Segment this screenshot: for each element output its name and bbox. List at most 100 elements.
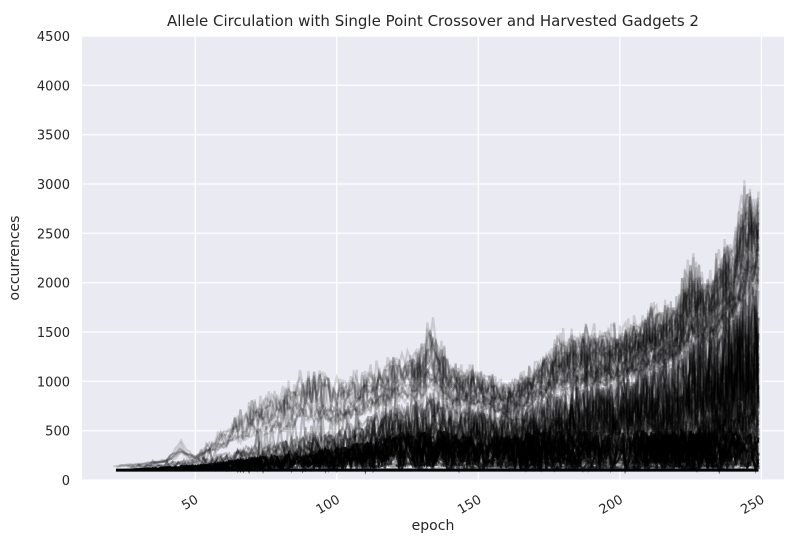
x-tick-label: 200 [597, 492, 626, 517]
series-line [327, 432, 395, 474]
y-tick-label: 2000 [37, 277, 70, 292]
series-line [511, 196, 760, 399]
series-line [627, 245, 760, 373]
series-line [593, 248, 759, 384]
series-line [212, 238, 760, 452]
series-line [307, 299, 760, 461]
series-line [228, 289, 760, 463]
series-line [426, 213, 760, 408]
series-line [692, 300, 760, 424]
y-gridlines [82, 35, 784, 481]
series-line [214, 227, 760, 454]
x-tick-label: 100 [314, 492, 343, 517]
series-line [639, 385, 760, 453]
series-line [720, 311, 760, 412]
series-line [505, 433, 537, 470]
y-axis-label: occurrences [7, 215, 23, 301]
series-line [709, 426, 738, 468]
x-gridlines [194, 36, 762, 480]
series-line [567, 196, 759, 389]
series-line [228, 453, 296, 473]
series-line [577, 237, 760, 375]
series-line [593, 208, 759, 371]
series-line [406, 433, 440, 470]
y-tick-label: 3000 [37, 178, 70, 193]
series-line [641, 393, 760, 455]
series-line [113, 216, 760, 468]
series-line [584, 305, 760, 436]
series-line [404, 185, 760, 409]
series-line [747, 437, 760, 465]
series-line [598, 326, 760, 444]
x-tick-labels: 50 100 150 200 250 [179, 492, 767, 517]
series-line [550, 432, 573, 464]
y-tick-label: 0 [62, 474, 70, 489]
series-line [144, 311, 760, 469]
x-tick-label: 50 [179, 492, 201, 513]
x-tick-label: 250 [738, 492, 767, 517]
series-line [511, 432, 537, 460]
series-line [720, 433, 757, 462]
series-line [615, 275, 760, 432]
y-tick-label: 2500 [37, 227, 70, 242]
series-line [115, 246, 760, 468]
plot-area [82, 36, 784, 480]
series-line [607, 180, 760, 378]
series-line [378, 438, 392, 467]
series-line [511, 290, 760, 448]
y-tick-label: 500 [45, 425, 70, 440]
series-line [208, 206, 760, 451]
series-line [709, 361, 760, 427]
series-line [635, 380, 760, 451]
y-tick-label: 4500 [37, 30, 70, 45]
series-line [689, 247, 760, 419]
series-line [437, 195, 760, 405]
series-line [449, 188, 760, 413]
series-line [497, 336, 760, 451]
series-group [113, 180, 760, 475]
series-line [553, 299, 760, 440]
y-tick-label: 4000 [37, 79, 70, 94]
series-line [700, 286, 760, 423]
series-line [256, 193, 760, 422]
series-line [596, 324, 760, 445]
series-line [627, 434, 678, 469]
series-line [564, 216, 760, 374]
x-tick-label: 150 [455, 492, 484, 517]
series-line [412, 230, 760, 410]
series-line [268, 246, 760, 435]
series-line [327, 443, 372, 473]
series-line [161, 220, 760, 463]
series-line [613, 204, 760, 365]
series-line [149, 222, 760, 465]
series-line [412, 265, 760, 417]
series-line [556, 328, 760, 445]
series-line [127, 224, 760, 469]
series-line [279, 209, 760, 433]
series-line [341, 318, 760, 455]
series-line [579, 431, 604, 467]
series-line [191, 456, 259, 474]
series-line [548, 289, 760, 440]
series-line [573, 222, 760, 389]
series-line [590, 217, 759, 364]
series-line [276, 316, 760, 460]
y-tick-label: 3500 [37, 129, 70, 144]
series-line [409, 273, 760, 416]
series-line [548, 251, 760, 383]
series-line [709, 354, 760, 436]
y-tick-label: 1000 [37, 375, 70, 390]
series-line [313, 253, 760, 426]
y-tick-label: 1500 [37, 326, 70, 341]
series-line [559, 210, 760, 389]
series-line [403, 268, 760, 451]
series-line [118, 194, 760, 467]
series-line [520, 198, 760, 391]
series-line [573, 238, 760, 387]
series-line [429, 431, 469, 465]
series-line [188, 245, 760, 468]
series-line [152, 211, 760, 465]
chart-title: Allele Circulation with Single Point Cro… [167, 12, 699, 30]
